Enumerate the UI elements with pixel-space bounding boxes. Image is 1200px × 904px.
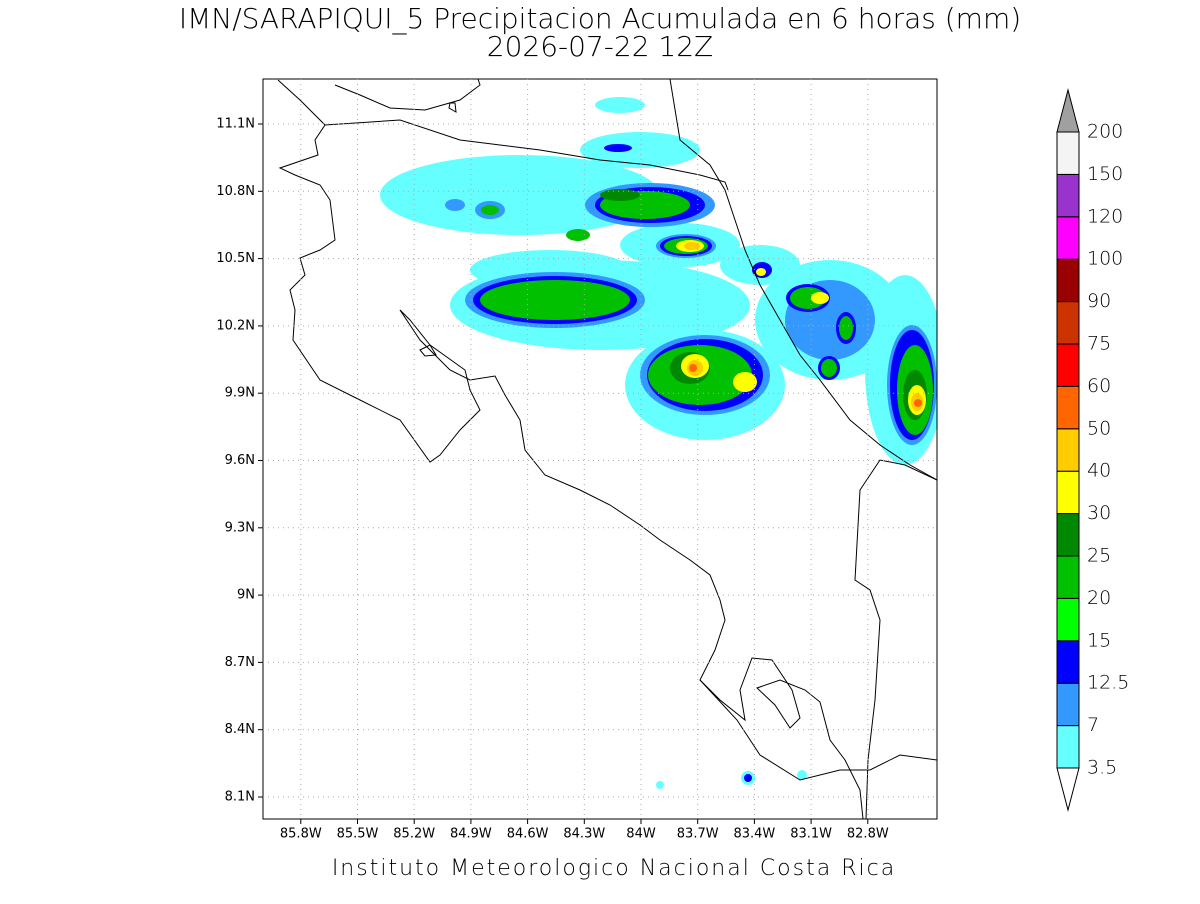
colorbar-box xyxy=(1056,343,1080,387)
colorbar-box xyxy=(1056,640,1080,684)
coastlines xyxy=(277,79,937,819)
colorbar-box xyxy=(1056,725,1080,769)
colorbar-label: 150 xyxy=(1087,163,1123,185)
lon-tick-label: 83.4W xyxy=(733,827,775,842)
map-frame xyxy=(262,78,938,820)
colorbar: 3.5 7 12.5 15 20 25 30 40 50 60 75 90 100 120 150 200 xyxy=(1056,88,1129,812)
lon-tick-label: 84.9W xyxy=(450,827,492,842)
subtitle: 2026-07-22 12Z xyxy=(487,30,713,63)
lon-tick-label: 84.6W xyxy=(507,827,549,842)
colorbar-box xyxy=(1056,682,1080,727)
map-area: 11.1N 10.8N 10.5N 10.2N 9.9N 9.6N 9.3N 9N 8.7N 8.… xyxy=(216,78,938,842)
colorbar-label: 40 xyxy=(1087,460,1111,482)
colorbar-box xyxy=(1056,301,1080,345)
colorbar-label: 7 xyxy=(1087,714,1099,736)
lon-tick-label: 83.7W xyxy=(677,827,719,842)
lat-tick-label: 10.5N xyxy=(216,251,255,266)
colorbar-label: 30 xyxy=(1087,502,1111,524)
colorbar-label: 100 xyxy=(1087,248,1123,270)
colorbar-box xyxy=(1056,131,1080,175)
lat-tick-label: 10.2N xyxy=(216,318,255,333)
lat-tick-label: 11.1N xyxy=(216,117,255,132)
lon-tick-label: 85.8W xyxy=(280,827,322,842)
lat-tick-label: 8.1N xyxy=(225,790,255,805)
lon-tick-label: 82.8W xyxy=(847,827,889,842)
colorbar-label: 120 xyxy=(1087,205,1123,227)
lon-tick-label: 83.1W xyxy=(790,827,832,842)
title: IMN/SARAPIQUI_5 Precipitacion Acumulada … xyxy=(179,2,1021,36)
colorbar-box xyxy=(1056,258,1080,303)
colorbar-over xyxy=(1056,88,1080,133)
colorbar-label: 200 xyxy=(1087,121,1123,143)
colorbar-box xyxy=(1056,597,1080,642)
lat-tick-label: 9.9N xyxy=(225,386,255,401)
lat-tick-label: 9N xyxy=(237,588,255,603)
colorbar-box xyxy=(1056,470,1080,515)
colorbar-label: 15 xyxy=(1087,629,1111,651)
lat-tick-label: 10.8N xyxy=(216,184,255,199)
lon-tick-label: 85.2W xyxy=(393,827,435,842)
lon-tick-label: 84.3W xyxy=(563,827,605,842)
colorbar-label: 90 xyxy=(1087,290,1111,312)
colorbar-box xyxy=(1056,216,1080,260)
lat-tick-label: 8.7N xyxy=(225,655,255,670)
footer: Instituto Meteorologico Nacional Costa R… xyxy=(332,856,896,881)
colorbar-label: 3.5 xyxy=(1087,757,1117,779)
colorbar-label: 20 xyxy=(1087,587,1111,609)
colorbar-label: 60 xyxy=(1087,375,1111,397)
lat-tick-label: 9.3N xyxy=(225,520,255,535)
colorbar-under xyxy=(1056,767,1080,812)
colorbar-label: 12.5 xyxy=(1087,672,1129,694)
colorbar-label: 50 xyxy=(1087,417,1111,439)
colorbar-box xyxy=(1056,513,1080,557)
precipitation xyxy=(380,97,937,789)
lat-tick-label: 8.4N xyxy=(225,722,255,737)
colorbar-box xyxy=(1056,555,1080,599)
lat-tick-label: 9.6N xyxy=(225,453,255,468)
lon-tick-label: 85.5W xyxy=(337,827,379,842)
colorbar-label: 25 xyxy=(1087,545,1111,567)
colorbar-box xyxy=(1056,173,1080,218)
lon-tick-label: 84W xyxy=(626,827,656,842)
colorbar-box xyxy=(1056,428,1080,472)
colorbar-label: 75 xyxy=(1087,333,1111,355)
colorbar-box xyxy=(1056,385,1080,430)
